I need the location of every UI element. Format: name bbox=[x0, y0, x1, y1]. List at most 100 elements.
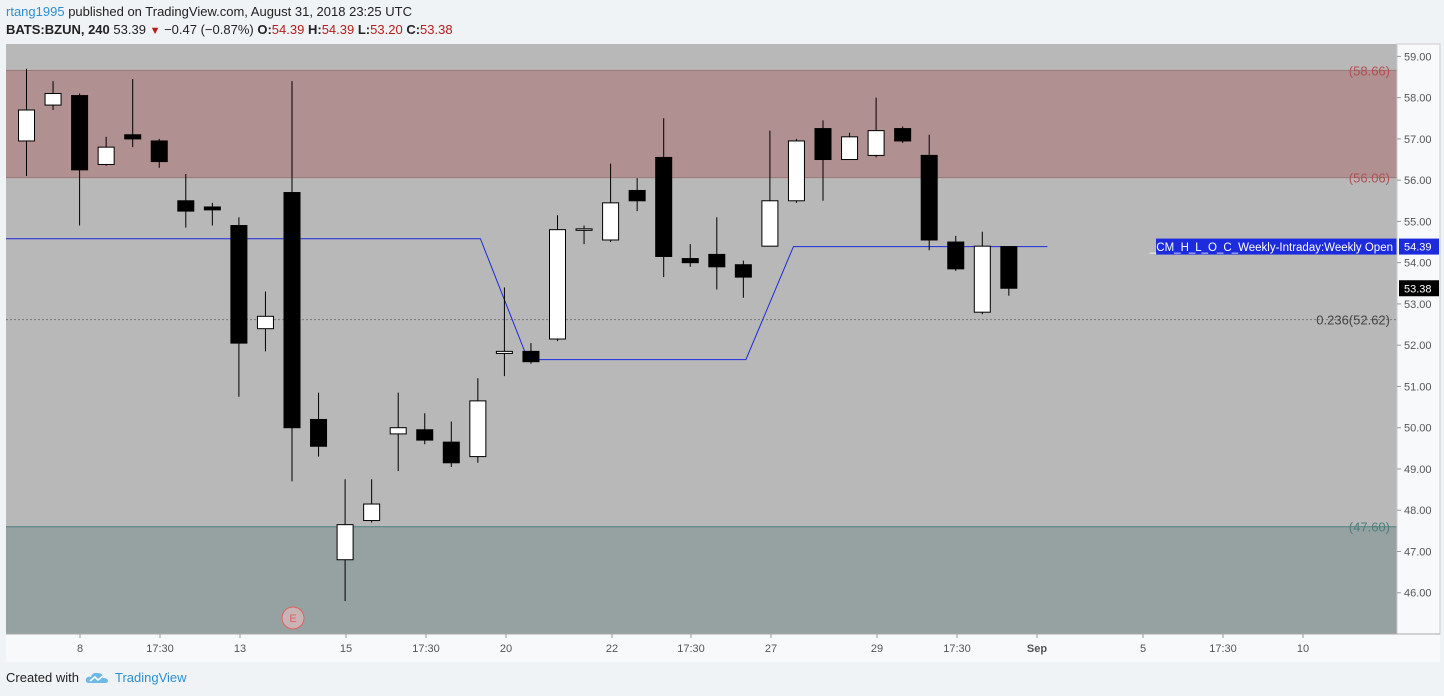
x-tick-label: 17:30 bbox=[146, 643, 174, 655]
candle bbox=[894, 126, 912, 144]
close-label: C: bbox=[406, 22, 421, 37]
y-tick-label: 56.00 bbox=[1404, 175, 1432, 187]
y-tick-label: 58.00 bbox=[1404, 93, 1432, 105]
x-tick-label: 5 bbox=[1140, 643, 1146, 655]
candle-body bbox=[124, 134, 142, 140]
x-tick-label: 20 bbox=[500, 643, 512, 655]
candle-body bbox=[283, 192, 301, 429]
y-tick-label: 54.00 bbox=[1404, 258, 1432, 270]
candle bbox=[363, 479, 381, 523]
weekly-open-price-tag bbox=[1399, 238, 1439, 255]
author-link[interactable]: rtang1995 bbox=[6, 4, 65, 19]
x-tick-label: 17:30 bbox=[677, 643, 705, 655]
candle-body bbox=[947, 241, 965, 270]
candle bbox=[97, 136, 115, 166]
candle bbox=[442, 421, 460, 467]
last-price-text: 53.38 bbox=[1404, 283, 1432, 295]
candle bbox=[867, 97, 885, 158]
weekly-open-price-text: 54.39 bbox=[1404, 242, 1432, 254]
candle-body bbox=[389, 427, 407, 435]
candle bbox=[708, 217, 726, 290]
x-tick-label: 17:30 bbox=[1209, 643, 1237, 655]
candle-body bbox=[708, 253, 726, 268]
candle-body bbox=[336, 524, 354, 561]
y-tick-label: 51.00 bbox=[1404, 381, 1432, 393]
candle-body bbox=[256, 315, 274, 330]
indicator-label-box bbox=[1156, 238, 1397, 255]
candle bbox=[628, 178, 646, 212]
candle-body bbox=[71, 95, 89, 171]
x-tick-label: Sep bbox=[1027, 643, 1047, 655]
close-value: 53.38 bbox=[420, 22, 453, 37]
candle bbox=[602, 163, 620, 243]
candle bbox=[814, 120, 832, 201]
down-triangle-icon: ▼ bbox=[149, 25, 161, 37]
earnings-event-icon bbox=[281, 606, 305, 630]
publish-info: rtang1995 published on TradingView.com, … bbox=[6, 3, 412, 20]
candle bbox=[150, 138, 168, 168]
indicator-label: _CM_H_L_O_C_Weekly-Intraday:Weekly Open bbox=[1149, 242, 1393, 254]
open-value: 54.39 bbox=[271, 22, 305, 37]
candle bbox=[230, 217, 248, 397]
footer: Created with TradingView bbox=[6, 670, 187, 685]
candle-body bbox=[44, 93, 62, 106]
candle-body bbox=[310, 418, 328, 447]
tradingview-link[interactable]: TradingView bbox=[114, 670, 187, 685]
candle bbox=[336, 479, 354, 601]
candle-body bbox=[522, 350, 540, 363]
candle-body bbox=[230, 225, 248, 344]
candle-body bbox=[1000, 246, 1018, 289]
candle bbox=[1000, 246, 1018, 296]
x-tick-label: 29 bbox=[871, 643, 883, 655]
candle-body bbox=[416, 429, 434, 441]
candle-body bbox=[894, 128, 912, 142]
candle bbox=[681, 244, 699, 267]
candle bbox=[787, 138, 805, 203]
x-tick-label: 10 bbox=[1297, 643, 1309, 655]
candle bbox=[71, 93, 89, 226]
y-tick-label: 59.00 bbox=[1404, 51, 1432, 63]
symbol-label: BATS:BZUN, 240 bbox=[6, 22, 110, 37]
candle bbox=[469, 378, 487, 463]
candle bbox=[124, 79, 142, 148]
price-axis-background bbox=[1396, 43, 1441, 635]
candle-body bbox=[442, 441, 460, 464]
candle-body bbox=[734, 264, 752, 278]
candle-body bbox=[495, 350, 513, 354]
candle bbox=[575, 225, 593, 245]
support-zone bbox=[6, 526, 1397, 634]
last-price: 53.39 bbox=[113, 22, 146, 37]
candle-body bbox=[787, 140, 805, 202]
candle bbox=[761, 130, 779, 247]
resistance-bottom-label: (56.06) bbox=[1349, 171, 1390, 186]
candle-body bbox=[867, 130, 885, 156]
candle-body bbox=[602, 202, 620, 241]
symbol-bar: BATS:BZUN, 240 53.39 ▼ −0.47 (−0.87%) O:… bbox=[6, 21, 453, 40]
candle bbox=[734, 260, 752, 298]
time-axis-background bbox=[6, 634, 1440, 662]
candle bbox=[549, 215, 566, 342]
candle-body bbox=[761, 200, 779, 247]
x-tick-label: 8 bbox=[77, 643, 83, 655]
y-tick-label: 48.00 bbox=[1404, 505, 1432, 517]
low-label: L: bbox=[357, 22, 371, 37]
open-label: O: bbox=[257, 22, 272, 37]
publish-text: published on TradingView.com, August 31,… bbox=[68, 4, 412, 19]
candle bbox=[310, 392, 328, 457]
candle-body bbox=[549, 229, 566, 340]
support-label: (47.60) bbox=[1349, 520, 1390, 535]
candle-body bbox=[681, 258, 699, 264]
x-tick-label: 22 bbox=[606, 643, 618, 655]
low-value: 53.20 bbox=[370, 22, 403, 37]
candle bbox=[203, 202, 221, 226]
y-tick-label: 46.00 bbox=[1404, 588, 1432, 600]
x-tick-label: 13 bbox=[234, 643, 246, 655]
candle bbox=[655, 118, 673, 278]
y-tick-label: 52.00 bbox=[1404, 340, 1432, 352]
y-tick-label: 55.00 bbox=[1404, 216, 1432, 228]
candle bbox=[973, 231, 991, 315]
resistance-zone bbox=[6, 70, 1397, 178]
weekly-open-line bbox=[6, 238, 1048, 361]
candlestick-chart[interactable]: (58.66) (56.06) (47.60) 0.236(52.62) E _CM_H_… bbox=[0, 0, 1444, 665]
candle bbox=[177, 173, 195, 228]
